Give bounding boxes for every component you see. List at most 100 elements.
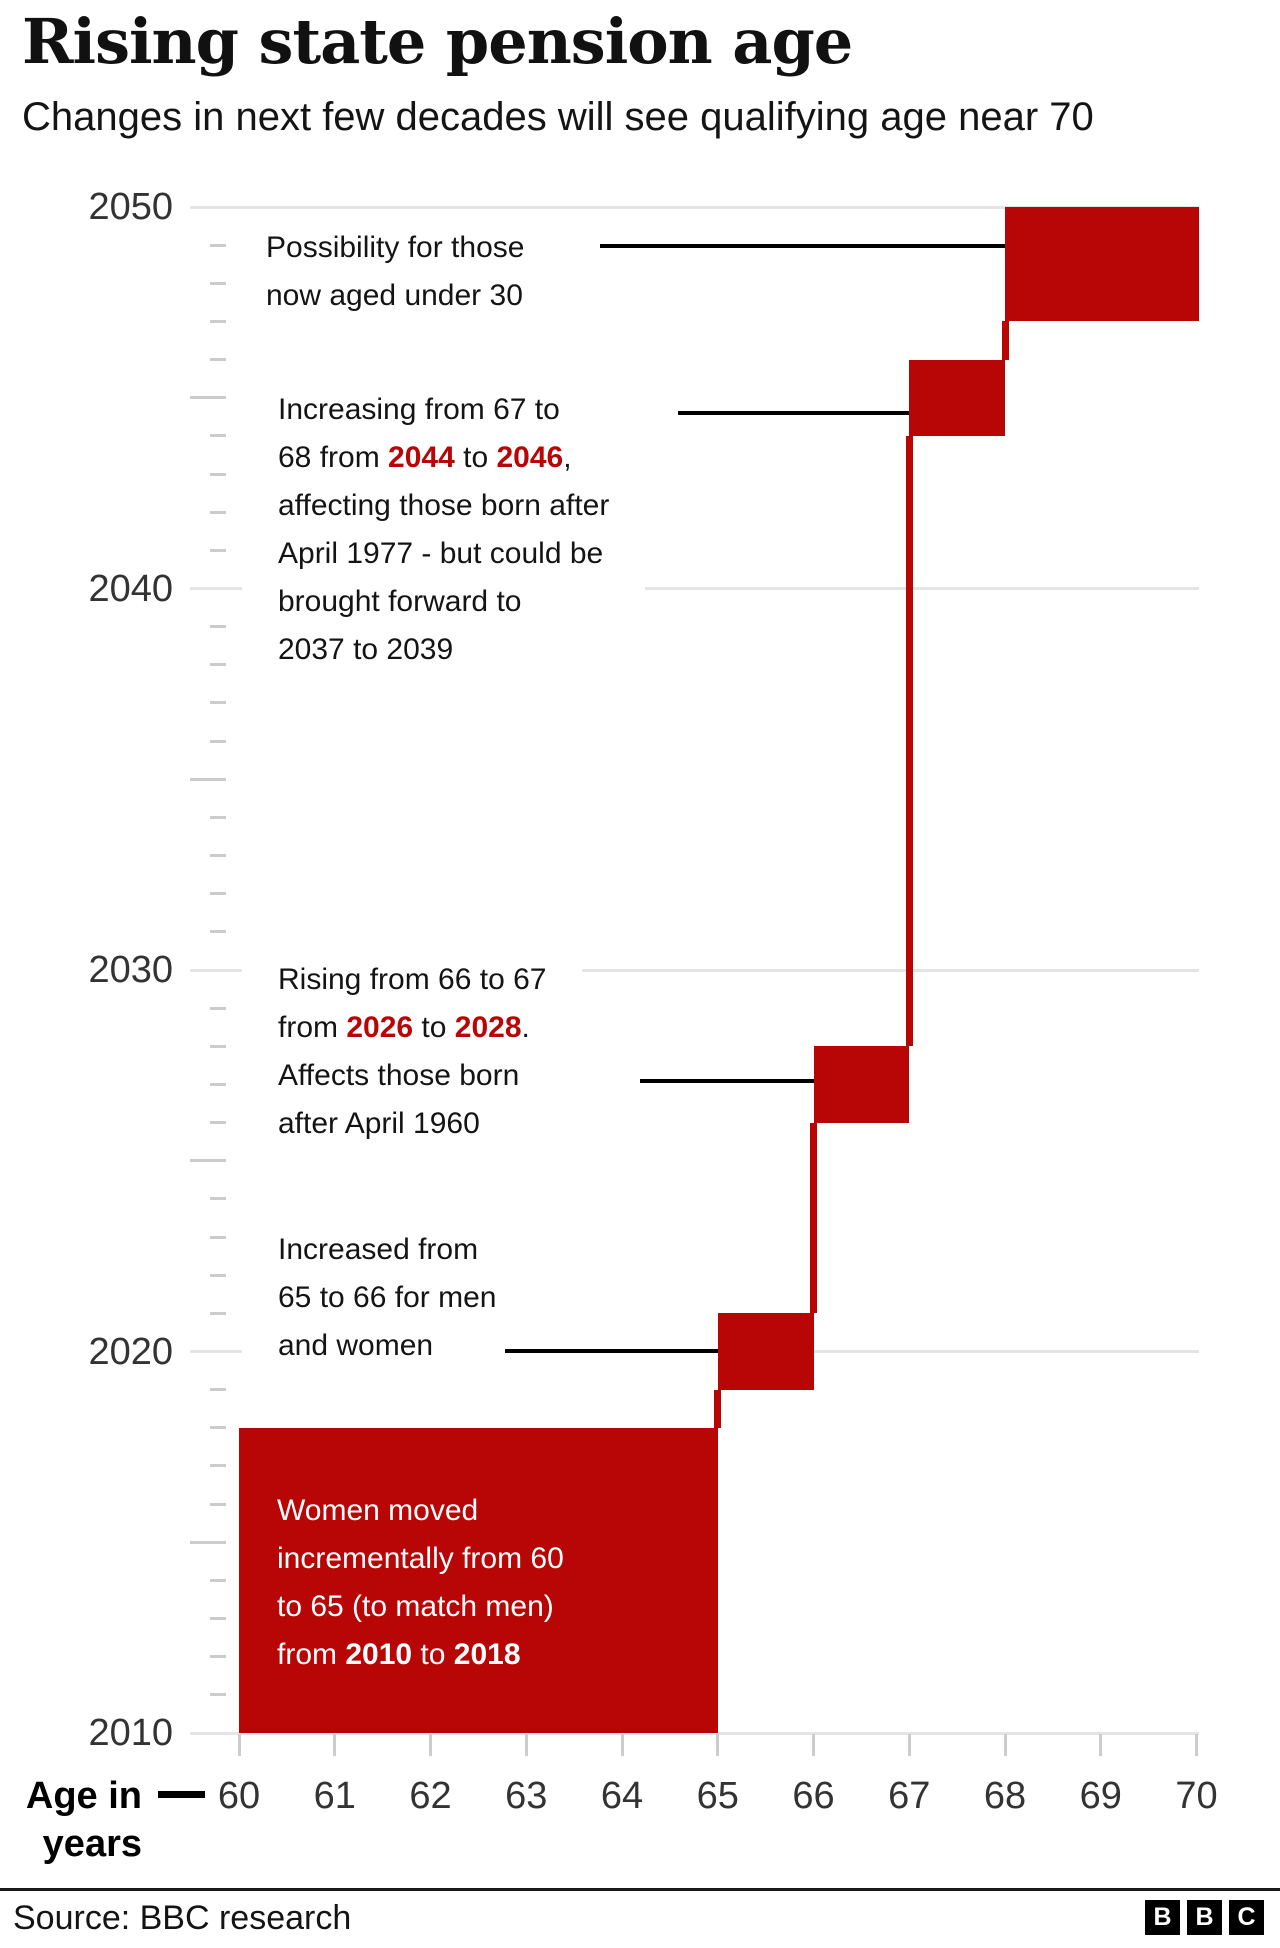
y-tick-label: 2040 xyxy=(88,567,173,610)
bbc-logo-letter: C xyxy=(1229,1900,1264,1935)
annotation-text: affecting those born after xyxy=(278,489,610,522)
step-connector-age-68 xyxy=(1001,321,1009,360)
step-connector-age-65 xyxy=(714,1389,722,1428)
annotation-text: Increasing from 67 to xyxy=(278,393,560,426)
bbc-logo: B B C xyxy=(1145,1900,1264,1935)
annotation-text: Affects those born xyxy=(278,1059,520,1092)
y-minor-tick xyxy=(210,358,226,362)
y-minor-tick xyxy=(210,1311,226,1315)
annotation-text: April 1977 - but could be xyxy=(278,537,604,570)
x-tick-label: 63 xyxy=(505,1775,548,1817)
annotation-text: . xyxy=(521,1011,530,1044)
annotation-text: from xyxy=(277,1638,346,1671)
y-minor-tick xyxy=(210,281,226,285)
annotation-a4: Increased from 65 to 66 for men and women xyxy=(242,1216,533,1380)
y-minor-tick xyxy=(210,1426,226,1430)
y-minor-tick xyxy=(210,663,226,667)
x-tick xyxy=(1099,1734,1103,1756)
annotation-a1: Possibility for those now aged under 30 xyxy=(230,214,561,330)
step-connector-age-66 xyxy=(810,1122,817,1314)
y-minor-tick xyxy=(210,510,226,514)
x-tick xyxy=(237,1734,241,1756)
annotation-text: 2037 to 2039 xyxy=(278,633,454,666)
pension-age-block-68-70 xyxy=(1005,207,1199,322)
callout-line-a3 xyxy=(640,1079,814,1083)
y-minor-tick xyxy=(210,434,226,438)
y-minor-tick xyxy=(210,854,226,858)
gridline-2040 xyxy=(190,587,1199,590)
annotation-text: to 65 (to match men) xyxy=(277,1590,554,1623)
annotation-line: Rising from 66 to 67 xyxy=(278,956,546,1004)
x-tick xyxy=(524,1734,528,1756)
annotation-line: Increased from xyxy=(278,1226,496,1274)
x-axis-title-line2: years xyxy=(42,1823,142,1865)
pension-age-block-60-65 xyxy=(239,1427,718,1733)
callout-line-a4 xyxy=(505,1349,718,1353)
y-minor-tick xyxy=(210,1464,226,1468)
annotation-line: after April 1960 xyxy=(278,1100,546,1148)
annotation-text: and women xyxy=(278,1329,434,1362)
y-minor-tick xyxy=(210,472,226,476)
annotation-text: to xyxy=(413,1011,455,1044)
annotation-line: brought forward to xyxy=(278,578,609,626)
annotation-text: now aged under 30 xyxy=(266,279,523,312)
y-minor-tick xyxy=(210,1044,226,1048)
annotation-line: 2037 to 2039 xyxy=(278,626,609,674)
annotation-emphasis: 2026 xyxy=(346,1011,414,1044)
gridline-2050 xyxy=(190,205,1199,209)
y-tick-label: 2010 xyxy=(88,1712,173,1754)
annotation-emphasis: 2010 xyxy=(345,1638,413,1671)
y-medium-tick xyxy=(190,777,226,781)
y-minor-tick xyxy=(210,892,226,896)
annotation-line: 68 from 2044 to 2046, xyxy=(278,434,609,482)
y-minor-tick xyxy=(210,625,226,629)
x-tick-label: 68 xyxy=(983,1775,1027,1817)
x-tick-label: 70 xyxy=(1175,1775,1218,1817)
annotation-emphasis: 2028 xyxy=(454,1011,522,1044)
y-minor-tick xyxy=(210,1655,226,1659)
callout-line-a2 xyxy=(678,411,909,415)
y-minor-tick xyxy=(210,243,226,247)
annotation-line: to 65 (to match men) xyxy=(277,1583,564,1631)
y-minor-tick xyxy=(210,930,226,934)
annotation-text: from xyxy=(278,1011,347,1044)
gridline-2030 xyxy=(190,968,1199,972)
annotation-line: 65 to 66 for men xyxy=(278,1274,496,1322)
y-minor-tick xyxy=(210,1273,226,1277)
x-tick xyxy=(1003,1734,1007,1756)
y-tick-label: 2020 xyxy=(88,1330,173,1373)
annotation-a5: Women moved incrementally from 60 to 65 (t… xyxy=(277,1487,564,1679)
y-minor-tick xyxy=(210,701,226,705)
bbc-logo-letter: B xyxy=(1145,1900,1180,1935)
y-tick-label: 2050 xyxy=(88,186,173,228)
axis-title-dash xyxy=(158,1791,205,1798)
x-tick-label: 69 xyxy=(1079,1775,1122,1817)
x-tick-label: 64 xyxy=(600,1775,644,1817)
annotation-emphasis: 2046 xyxy=(496,441,564,474)
annotation-line: Affects those born xyxy=(278,1052,546,1100)
x-tick-label: 62 xyxy=(409,1775,452,1817)
y-minor-tick xyxy=(210,739,226,743)
x-tick xyxy=(716,1734,720,1756)
annotation-emphasis: 2044 xyxy=(388,441,455,474)
annotation-a2: Increasing from 67 to 68 from 2044 to 204… xyxy=(242,376,646,684)
y-minor-tick xyxy=(210,1578,226,1582)
x-tick xyxy=(429,1734,432,1756)
annotation-line: incrementally from 60 xyxy=(277,1535,564,1583)
page-title: Rising state pension age xyxy=(22,5,853,78)
annotation-text: Women moved xyxy=(277,1494,479,1527)
annotation-line: and women xyxy=(278,1322,496,1370)
y-minor-tick xyxy=(210,1502,226,1506)
annotation-a3: Rising from 66 to 67 from 2026 to 2028. Af… xyxy=(242,946,583,1158)
annotation-text: to xyxy=(412,1638,454,1671)
y-minor-tick xyxy=(210,1006,226,1010)
y-minor-tick xyxy=(210,1121,226,1125)
y-minor-tick xyxy=(210,815,226,819)
y-minor-tick xyxy=(210,1388,226,1392)
pension-age-block-67-68 xyxy=(909,359,1005,436)
bbc-logo-letter: B xyxy=(1187,1900,1222,1935)
x-tick xyxy=(907,1734,911,1756)
y-minor-tick xyxy=(210,1617,226,1621)
source-credit: Source: BBC research xyxy=(13,1899,352,1937)
step-connector-age-67 xyxy=(905,435,913,1047)
